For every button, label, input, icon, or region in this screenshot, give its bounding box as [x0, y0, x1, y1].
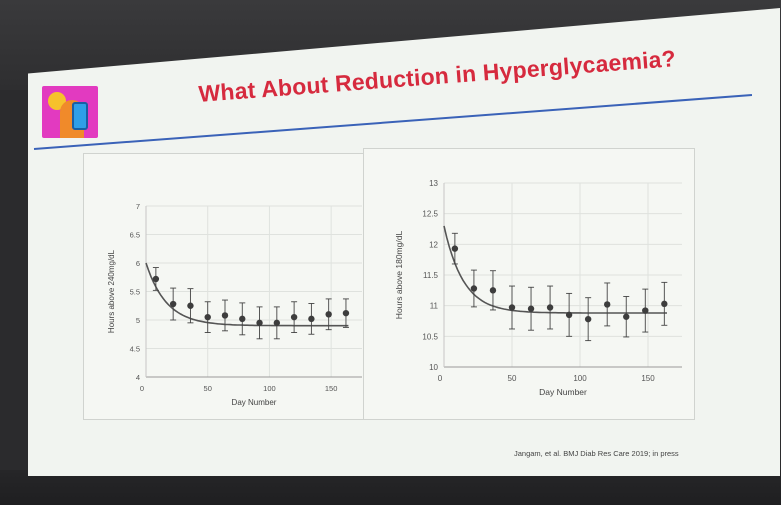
data-point: [221, 312, 229, 319]
y-tick-label: 11: [430, 302, 439, 311]
data-point: [604, 301, 611, 308]
data-point: [661, 300, 668, 308]
data-point: [489, 287, 497, 294]
data-point: [342, 309, 350, 317]
data-point: [584, 315, 592, 323]
y-tick-label: 10.5: [422, 332, 438, 341]
y-tick-label: 4: [136, 373, 140, 382]
data-point: [508, 304, 516, 311]
x-tick-label: 100: [263, 384, 276, 393]
data-point: [204, 313, 211, 321]
y-tick-label: 6.5: [130, 231, 140, 240]
x-tick-label: 150: [325, 384, 338, 393]
data-point: [470, 285, 478, 292]
slide: What About Reduction in Hyperglycaemia? …: [28, 8, 780, 476]
y-tick-label: 13: [429, 179, 438, 188]
data-point: [623, 313, 630, 320]
x-tick-label: 50: [204, 384, 212, 393]
data-point: [325, 311, 332, 318]
data-point: [290, 313, 298, 321]
chart-hours-above-240: 4 4.5 5 5.5 6 6.5 7 0 50 100 150 Day Number Hours ab…: [83, 153, 375, 420]
data-point: [187, 302, 194, 309]
chart-hours-above-180: 10 10.5 11 11.5 12 12.5 13 0 50 100 150 Day Number H…: [363, 148, 695, 420]
title-underline: [33, 94, 753, 150]
projector-screen: What About Reduction in Hyperglycaemia? …: [28, 8, 780, 476]
x-tick-label: 50: [508, 374, 517, 383]
x-tick-label: 0: [140, 384, 144, 393]
x-tick-label: 150: [641, 374, 655, 383]
data-point: [546, 304, 554, 311]
y-axis-title: Hours above 180mg/dL: [394, 231, 404, 320]
y-tick-label: 4.5: [130, 345, 140, 354]
y-tick-label: 10: [429, 363, 438, 372]
y-tick-label: 11.5: [423, 271, 439, 280]
data-point: [239, 315, 246, 323]
x-tick-label: 0: [438, 374, 443, 383]
logo-phone-icon: [72, 102, 88, 130]
y-tick-label: 7: [136, 202, 140, 211]
y-tick-label: 5: [136, 316, 140, 325]
data-point: [152, 275, 160, 283]
y-tick-label: 6: [136, 259, 140, 268]
x-tick-label: 100: [573, 374, 587, 383]
data-point: [256, 319, 263, 327]
x-axis-title: Day Number: [539, 387, 587, 397]
citation-text: Jangam, et al. BMJ Diab Res Care 2019; i…: [514, 449, 679, 458]
data-point: [169, 300, 177, 308]
chart-svg: 4 4.5 5 5.5 6 6.5 7 0 50 100 150 Day Number Hours ab…: [107, 202, 362, 407]
y-tick-label: 12.5: [422, 210, 438, 219]
y-tick-label: 5.5: [130, 288, 140, 297]
fit-curve: [145, 262, 349, 327]
data-point: [527, 305, 535, 312]
x-axis-title: Day Number: [232, 398, 277, 407]
y-tick-label: 12: [429, 240, 438, 249]
y-axis-title: Hours above 240mg/dL: [107, 249, 116, 333]
data-point: [642, 307, 649, 314]
diabetes-app-logo-icon: [42, 86, 98, 138]
data-point: [451, 245, 459, 252]
data-point: [308, 315, 315, 323]
chart-svg: 10 10.5 11 11.5 12 12.5 13 0 50 100 150 Day Number H…: [394, 179, 682, 397]
data-point: [273, 319, 281, 327]
data-point: [565, 311, 573, 319]
fit-curve: [443, 225, 667, 314]
